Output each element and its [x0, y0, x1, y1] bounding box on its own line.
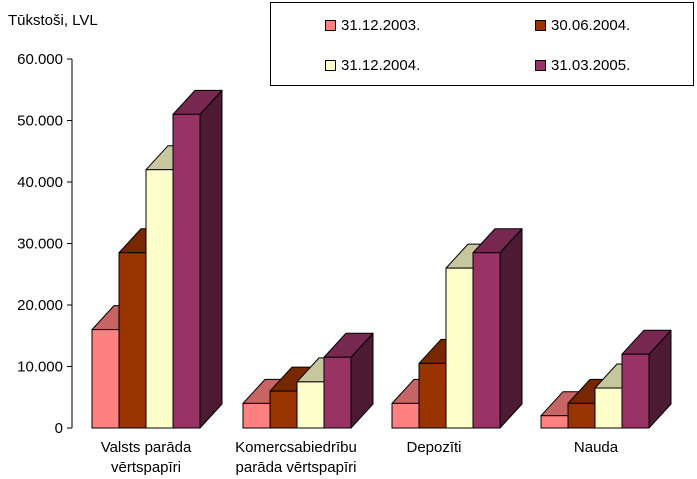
bar: [621, 329, 672, 429]
bars: [91, 89, 672, 429]
bar: [472, 228, 523, 429]
category-label-line2: vērtspapīri: [111, 459, 181, 476]
category-label: Valsts parāda: [101, 439, 192, 456]
legend-label: 31.12.2004.: [341, 57, 421, 74]
legend-swatch-icon: [535, 20, 546, 31]
category-label: Depozīti: [406, 439, 461, 456]
y-tick-label: 40.000: [17, 174, 63, 191]
category-label: Komercsabiedrību: [235, 439, 357, 456]
y-tick-label: 20.000: [17, 297, 63, 314]
bar: [323, 332, 374, 429]
legend-swatch-icon: [535, 60, 546, 71]
legend-swatch-icon: [325, 20, 336, 31]
y-tick-label: 0: [55, 420, 63, 437]
y-tick-label: 10.000: [17, 359, 63, 376]
category-labels: Valsts parāda vērtspapīri Komercsabiedrību…: [101, 439, 619, 476]
y-tick-label: 50.000: [17, 113, 63, 130]
legend-label: 31.03.2005.: [551, 57, 631, 74]
legend: 31.12.2003. 30.06.2004. 31.12.2004. 31.0…: [270, 2, 694, 86]
legend-item-3: 31.12.2004.: [325, 57, 420, 74]
legend-label: 30.06.2004.: [551, 17, 631, 34]
y-axis-title: Tūkstoši, LVL: [8, 12, 98, 29]
legend-label: 31.12.2003.: [341, 17, 421, 34]
y-tick-label: 30.000: [17, 236, 63, 253]
category-label: Nauda: [574, 439, 619, 456]
y-tick-label: 60.000: [17, 51, 63, 68]
bar: [172, 89, 223, 429]
legend-item-4: 31.03.2005.: [535, 57, 630, 74]
legend-item-2: 30.06.2004.: [535, 17, 630, 34]
legend-swatch-icon: [325, 60, 336, 71]
legend-item-1: 31.12.2003.: [325, 17, 420, 34]
category-label-line2: parāda vērtspapīri: [236, 459, 357, 476]
y-axis: 0 10.000 20.000 30.000 40.000 50.000 60.000: [17, 51, 73, 437]
